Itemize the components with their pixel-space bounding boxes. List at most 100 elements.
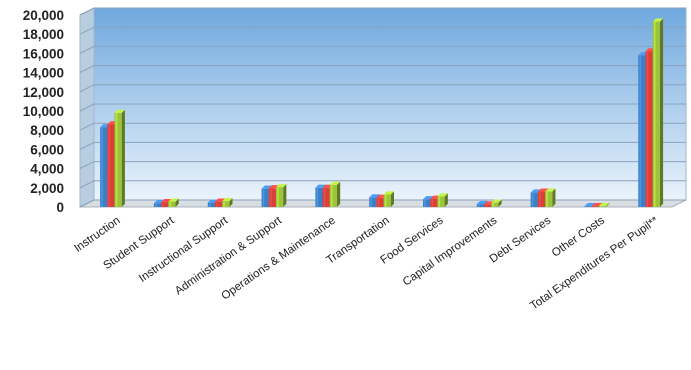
bar bbox=[329, 181, 341, 207]
bar-highlight bbox=[438, 196, 441, 207]
bar bbox=[437, 193, 448, 207]
bar-highlight bbox=[639, 55, 642, 207]
bar-highlight bbox=[162, 202, 164, 207]
bar-highlight bbox=[600, 206, 602, 207]
bar-front bbox=[423, 199, 431, 207]
bar-front bbox=[584, 206, 592, 207]
bar-top bbox=[652, 18, 664, 22]
gridline bbox=[79, 7, 686, 16]
bar-front bbox=[114, 112, 122, 207]
bar-highlight bbox=[531, 192, 534, 207]
bar-top bbox=[383, 191, 394, 195]
bar-highlight bbox=[653, 21, 656, 207]
bar-front bbox=[484, 204, 492, 207]
gridline bbox=[79, 161, 686, 170]
bar-top bbox=[598, 202, 610, 207]
y-axis: 0 2,000 4,000 6,000 8,000 10,000 12,000 14,000 1… bbox=[23, 8, 64, 215]
plot-area bbox=[79, 7, 687, 208]
gridlines bbox=[79, 7, 686, 208]
bar-highlight bbox=[539, 191, 541, 207]
bar-front bbox=[268, 188, 276, 207]
bar-front bbox=[638, 55, 646, 207]
bar-front bbox=[153, 203, 162, 207]
bar-front bbox=[214, 201, 223, 207]
bar-front bbox=[430, 198, 438, 207]
bar-top bbox=[369, 194, 380, 198]
bar-front bbox=[275, 187, 284, 207]
bar bbox=[491, 199, 502, 207]
y-tick-label: 20,000 bbox=[23, 8, 64, 23]
bar-front bbox=[383, 194, 391, 207]
bar-highlight bbox=[316, 187, 319, 207]
bar-side bbox=[336, 181, 341, 207]
bar-side bbox=[283, 184, 287, 207]
bar-highlight bbox=[262, 188, 265, 207]
bar-top bbox=[437, 193, 448, 197]
y-tick-label: 18,000 bbox=[23, 27, 64, 42]
bar-highlight bbox=[108, 124, 111, 207]
bar-side bbox=[229, 198, 233, 207]
bar-highlight bbox=[478, 204, 480, 207]
x-tick-label: Instructional Support bbox=[137, 214, 231, 285]
x-tick-label: Administration & Support bbox=[173, 214, 285, 297]
bar-side bbox=[606, 202, 610, 207]
bar-front bbox=[222, 201, 230, 207]
bar bbox=[383, 191, 394, 207]
bar-front bbox=[322, 187, 330, 207]
bar bbox=[168, 198, 179, 207]
bar-highlight bbox=[431, 198, 434, 207]
bar-front bbox=[329, 184, 337, 207]
bar-side bbox=[659, 18, 664, 207]
bar-highlight bbox=[208, 202, 211, 207]
bar-highlight bbox=[592, 206, 595, 207]
bar-highlight bbox=[155, 203, 157, 207]
bar-top bbox=[114, 109, 125, 113]
bar-top bbox=[222, 198, 233, 202]
y-tick-label: 2,000 bbox=[30, 181, 64, 196]
bar-side bbox=[498, 199, 502, 207]
bar-side bbox=[552, 188, 556, 207]
bar-top bbox=[545, 188, 556, 192]
bar-front bbox=[537, 191, 546, 207]
bar-top bbox=[329, 181, 341, 185]
bar-highlight bbox=[323, 187, 326, 207]
bar-front bbox=[545, 191, 553, 207]
bar bbox=[114, 109, 125, 207]
bar-highlight bbox=[384, 194, 387, 207]
bar bbox=[598, 202, 610, 207]
bar bbox=[275, 184, 287, 207]
bar-top bbox=[168, 198, 179, 202]
bar-front bbox=[369, 197, 377, 207]
gridline bbox=[79, 26, 686, 35]
bar-front bbox=[591, 206, 599, 207]
bar-highlight bbox=[646, 51, 649, 208]
y-tick-label: 10,000 bbox=[23, 104, 64, 119]
gridline bbox=[79, 103, 686, 112]
bar-top bbox=[476, 200, 488, 205]
bar-highlight bbox=[269, 188, 272, 207]
bar-highlight bbox=[169, 201, 172, 207]
gridline bbox=[79, 199, 686, 208]
gridline bbox=[79, 141, 686, 150]
bar-highlight bbox=[424, 199, 426, 207]
y-tick-label: 8,000 bbox=[30, 123, 64, 138]
bar-front bbox=[530, 192, 538, 207]
bar-highlight bbox=[485, 204, 487, 207]
y-tick-label: 12,000 bbox=[23, 85, 64, 100]
gridline bbox=[79, 84, 686, 93]
bar-side bbox=[121, 109, 125, 207]
gridline bbox=[79, 65, 686, 74]
bar-front bbox=[168, 201, 176, 207]
bars bbox=[100, 18, 664, 208]
y-tick-label: 4,000 bbox=[30, 162, 64, 177]
bar-top bbox=[275, 184, 287, 188]
gridline bbox=[79, 45, 686, 54]
bar-highlight bbox=[492, 202, 495, 207]
bar-highlight bbox=[370, 197, 372, 207]
bar-front bbox=[491, 202, 499, 207]
bar-front bbox=[261, 188, 269, 207]
bar-highlight bbox=[101, 127, 103, 207]
bar-highlight bbox=[277, 187, 279, 207]
